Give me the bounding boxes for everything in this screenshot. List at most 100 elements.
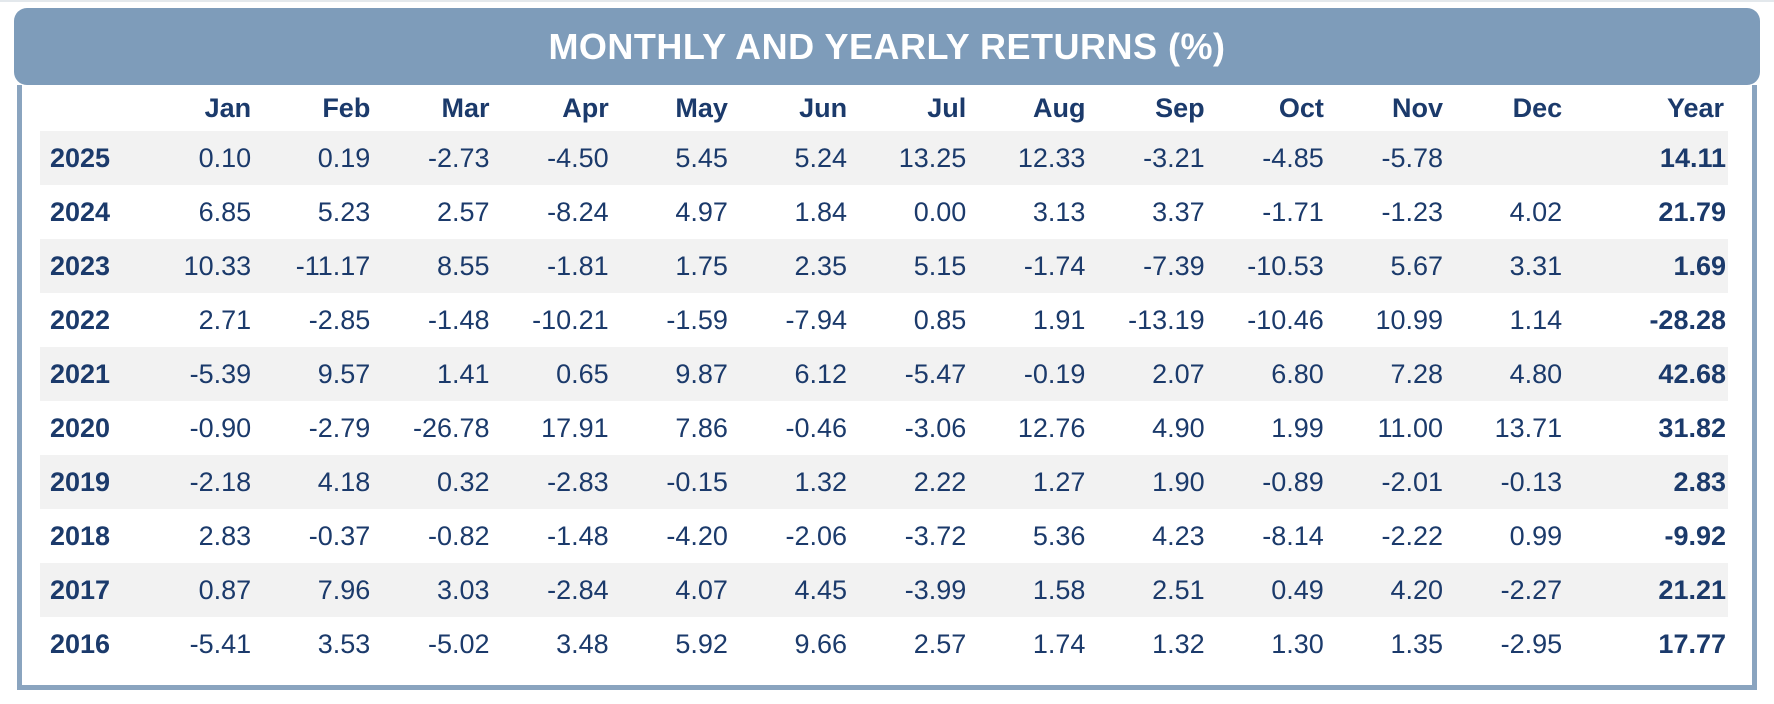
year-total-cell: 2.83	[1673, 466, 1726, 497]
return-cell: 0.65	[556, 358, 609, 389]
column-header-may: May	[675, 92, 728, 123]
return-cell: 8.55	[436, 250, 490, 281]
return-cell: 2.83	[198, 520, 252, 551]
return-cell: -0.46	[785, 412, 848, 443]
return-cell: -2.84	[547, 574, 609, 605]
return-cell: 4.23	[1152, 520, 1205, 551]
return-cell: -2.18	[189, 466, 252, 497]
column-header-jan: Jan	[204, 92, 252, 123]
table-row-2021: 2021 -5.39 9.57 1.41 0.65 9.87 6.12 -5.47 -0.19 2…	[40, 347, 1728, 401]
year-total-cell: 31.82	[1658, 412, 1726, 443]
return-cell: 10.99	[1375, 304, 1444, 335]
year-label: 2016	[50, 628, 111, 659]
return-cell: 1.91	[1032, 304, 1086, 335]
return-cell: -10.21	[532, 304, 609, 335]
return-cell: 1.58	[1032, 574, 1086, 605]
return-cell: 2.22	[913, 466, 967, 497]
year-total-cell: 21.79	[1658, 196, 1726, 227]
return-cell: 1.32	[794, 466, 848, 497]
column-header-apr: Apr	[562, 92, 609, 123]
return-cell: -7.39	[1143, 250, 1205, 281]
return-cell: -5.41	[189, 628, 252, 659]
year-label: 2019	[50, 466, 111, 497]
return-cell: 5.23	[317, 196, 371, 227]
return-cell: 1.90	[1152, 466, 1205, 497]
return-cell: 2.57	[913, 628, 967, 659]
table-title: MONTHLY AND YEARLY RETURNS (%)	[548, 25, 1226, 67]
return-cell: 5.45	[675, 142, 728, 173]
table-row-2018: 2018 2.83 -0.37 -0.82 -1.48 -4.20 -2.06 -3.72 5.…	[40, 509, 1728, 563]
return-cell: -8.24	[547, 196, 609, 227]
return-cell: 1.14	[1509, 304, 1563, 335]
return-cell: -1.74	[1023, 250, 1086, 281]
return-cell: 0.19	[317, 142, 371, 173]
return-cell: -5.78	[1381, 142, 1444, 173]
column-header-mar: Mar	[441, 92, 490, 123]
column-header-nov: Nov	[1392, 92, 1444, 123]
return-cell: 4.20	[1390, 574, 1444, 605]
column-header-year: Year	[1666, 92, 1724, 123]
return-cell: 1.99	[1271, 412, 1324, 443]
return-cell: -10.46	[1247, 304, 1324, 335]
year-label: 2024	[50, 196, 111, 227]
return-cell: -26.78	[412, 412, 490, 443]
year-label: 2023	[50, 250, 111, 281]
return-cell: 3.53	[317, 628, 371, 659]
table-row-2020: 2020 -0.90 -2.79 -26.78 17.91 7.86 -0.46 -3.06 1…	[40, 401, 1728, 455]
return-cell: 9.87	[675, 358, 728, 389]
return-cell: 5.15	[913, 250, 967, 281]
return-cell: 2.57	[436, 196, 490, 227]
column-header-feb: Feb	[322, 92, 371, 123]
return-cell: 7.28	[1390, 358, 1444, 389]
return-cell: 5.24	[794, 142, 848, 173]
return-cell	[1447, 131, 1566, 185]
return-cell: -0.15	[666, 466, 728, 497]
return-cell: 3.48	[556, 628, 609, 659]
return-cell: 1.74	[1032, 628, 1086, 659]
corner-blank-header	[40, 85, 136, 131]
return-cell: -0.13	[1500, 466, 1563, 497]
year-label: 2018	[50, 520, 111, 551]
return-cell: -0.19	[1023, 358, 1086, 389]
return-cell: 2.71	[198, 304, 252, 335]
return-cell: 3.37	[1152, 196, 1205, 227]
year-total-cell: 42.68	[1658, 358, 1726, 389]
return-cell: 5.36	[1032, 520, 1086, 551]
return-cell: 6.12	[794, 358, 848, 389]
return-cell: -2.27	[1500, 574, 1563, 605]
return-cell: 0.87	[198, 574, 252, 605]
return-cell: 1.32	[1152, 628, 1205, 659]
return-cell: 13.71	[1494, 412, 1563, 443]
return-cell: -1.48	[547, 520, 609, 551]
table-row-2016: 2016 -5.41 3.53 -5.02 3.48 5.92 9.66 2.57 1.74 1.…	[40, 617, 1728, 671]
return-cell: 4.18	[317, 466, 371, 497]
return-cell: 1.27	[1032, 466, 1086, 497]
return-cell: 12.33	[1017, 142, 1086, 173]
year-total-cell: 21.21	[1658, 574, 1726, 605]
return-cell: -5.47	[904, 358, 967, 389]
year-total-cell: 1.69	[1673, 250, 1726, 281]
return-cell: -1.71	[1262, 196, 1324, 227]
return-cell: -13.19	[1128, 304, 1205, 335]
return-cell: -3.99	[904, 574, 967, 605]
return-cell: -2.22	[1381, 520, 1444, 551]
return-cell: -8.14	[1262, 520, 1324, 551]
returns-table-card: MONTHLY AND YEARLY RETURNS (%) Jan Feb Mar…	[14, 8, 1760, 690]
table-body-frame: Jan Feb Mar Apr May Jun Jul Aug Sep Oct Nov Dec Year…	[17, 85, 1757, 690]
return-cell: 4.45	[794, 574, 848, 605]
return-cell: -2.01	[1381, 466, 1444, 497]
return-cell: 10.33	[183, 250, 252, 281]
table-title-banner: MONTHLY AND YEARLY RETURNS (%)	[14, 8, 1760, 85]
return-cell: 1.84	[794, 196, 848, 227]
return-cell: 3.03	[436, 574, 490, 605]
return-cell: 0.99	[1509, 520, 1563, 551]
return-cell: 2.51	[1152, 574, 1205, 605]
year-total-cell: 14.11	[1659, 142, 1726, 173]
return-cell: 0.49	[1271, 574, 1324, 605]
header-row: Jan Feb Mar Apr May Jun Jul Aug Sep Oct Nov Dec Year	[40, 85, 1728, 131]
column-header-oct: Oct	[1278, 92, 1324, 123]
column-header-aug: Aug	[1032, 92, 1086, 123]
return-cell: -2.79	[308, 412, 371, 443]
return-cell: 4.07	[675, 574, 728, 605]
column-header-jun: Jun	[799, 92, 848, 123]
